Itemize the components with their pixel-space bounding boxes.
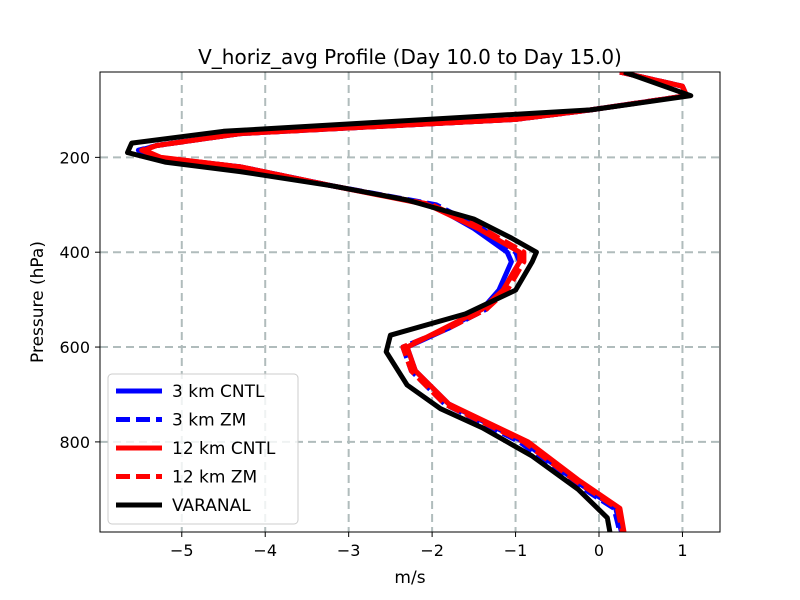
x-tick-label: −3 [337,541,361,560]
series-layer [125,72,694,532]
y-tick-label: 800 [59,433,90,452]
x-tick-label: −1 [504,541,528,560]
x-tick-label: −4 [253,541,277,560]
plot-frame [99,71,721,533]
legend-frame [107,373,299,525]
series-line-12-km-zm [139,72,690,532]
legend-label: 3 km CNTL [172,382,265,402]
legend-label: VARANAL [172,496,251,516]
y-tick-label: 600 [59,338,90,357]
y-tick-label: 400 [59,243,90,262]
series-line-varanal [125,72,694,532]
legend-label: 12 km CNTL [172,439,276,459]
legend-label: 12 km ZM [172,468,257,488]
x-tick-label: 1 [677,541,687,560]
legend: 3 km CNTL 3 km ZM 12 km CNTL 12 km ZM VARANA… [107,373,299,525]
x-tick-label: −2 [420,541,444,560]
y-tick-label: 200 [59,148,90,167]
legend-label: 3 km ZM [172,411,246,431]
x-tick-label: −5 [170,541,194,560]
x-tick-label: 0 [594,541,604,560]
chart-title: V_horiz_avg Profile (Day 10.0 to Day 15.… [198,45,622,69]
x-axis-label: m/s [394,568,425,588]
ticks: −5 −4 −3 −2 −1 0 1 200 400 600 800 [59,148,687,560]
y-axis-label: Pressure (hPa) [28,241,48,363]
